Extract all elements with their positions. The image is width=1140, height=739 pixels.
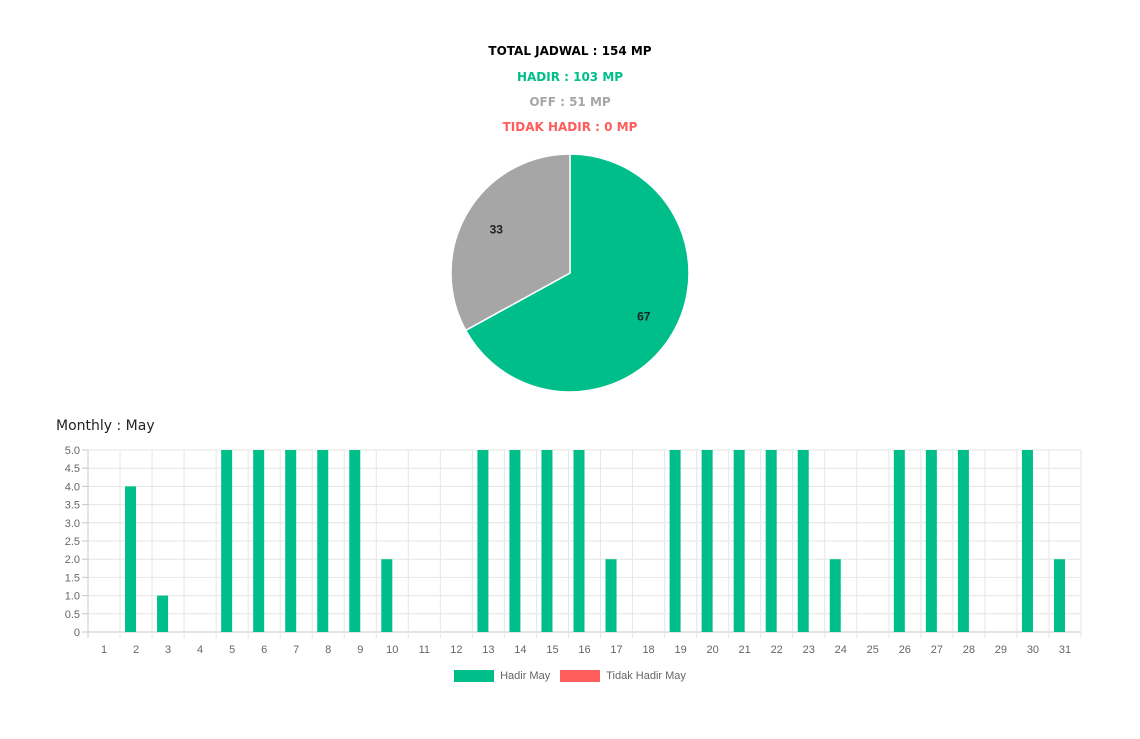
bar-hadir-day-13[interactable]	[477, 450, 489, 632]
x-tick-label: 13	[482, 644, 494, 656]
pie-data-label-0: 67	[637, 310, 651, 324]
y-tick-label: 4.0	[65, 481, 80, 493]
x-tick-label: 23	[803, 644, 815, 656]
x-tick-label: 4	[197, 644, 203, 656]
bar-hadir-day-7[interactable]	[285, 450, 297, 632]
bar-hadir-day-5[interactable]	[221, 450, 233, 632]
legend-swatch-tidak-hadir	[560, 670, 601, 682]
monthly-title: Monthly : May	[56, 418, 155, 434]
attendance-pie-chart: 67 33	[450, 153, 690, 393]
legend-label-hadir: Hadir May	[500, 670, 551, 682]
y-tick-label: 3.5	[65, 500, 80, 512]
y-tick-label: 5.0	[65, 445, 80, 457]
bar-hadir-day-6[interactable]	[253, 450, 265, 632]
y-tick-label: 2.5	[65, 536, 80, 548]
x-tick-label: 12	[450, 644, 462, 656]
x-tick-label: 5	[229, 644, 235, 656]
x-tick-label: 9	[357, 644, 363, 656]
summary-total: TOTAL JADWAL : 154 MP	[488, 44, 652, 58]
x-tick-label: 31	[1059, 644, 1071, 656]
y-tick-label: 4.5	[65, 463, 80, 475]
summary-tidak-hadir: TIDAK HADIR : 0 MP	[502, 120, 638, 134]
bar-hadir-day-14[interactable]	[509, 450, 521, 632]
bar-hadir-day-30[interactable]	[1021, 450, 1033, 632]
x-tick-label: 15	[546, 644, 558, 656]
y-tick-label: 1.5	[65, 572, 80, 584]
x-tick-label: 1	[101, 644, 107, 656]
x-tick-label: 17	[610, 644, 622, 656]
x-tick-label: 16	[578, 644, 590, 656]
x-tick-label: 26	[899, 644, 911, 656]
bar-hadir-day-27[interactable]	[925, 450, 937, 632]
x-tick-label: 19	[674, 644, 686, 656]
x-tick-label: 20	[707, 644, 719, 656]
bar-chart-legend: Hadir May Tidak Hadir May	[0, 670, 1140, 682]
x-tick-label: 30	[1027, 644, 1039, 656]
x-tick-label: 25	[867, 644, 879, 656]
bar-hadir-day-31[interactable]	[1053, 559, 1065, 632]
x-tick-label: 10	[386, 644, 398, 656]
pie-data-label-1: 33	[490, 222, 504, 236]
x-tick-label: 14	[514, 644, 526, 656]
bar-hadir-day-19[interactable]	[669, 450, 681, 632]
bar-hadir-day-24[interactable]	[829, 559, 841, 632]
bar-hadir-day-15[interactable]	[541, 450, 553, 632]
legend-swatch-hadir	[454, 670, 495, 682]
x-tick-label: 24	[835, 644, 847, 656]
x-tick-label: 8	[325, 644, 331, 656]
bar-hadir-day-2[interactable]	[125, 486, 137, 632]
x-tick-label: 3	[165, 644, 171, 656]
legend-label-tidak-hadir: Tidak Hadir May	[606, 670, 686, 682]
x-tick-label: 11	[419, 644, 430, 656]
x-tick-label: 29	[995, 644, 1007, 656]
bar-hadir-day-22[interactable]	[765, 450, 777, 632]
pie-slice-1[interactable]	[450, 153, 571, 332]
y-tick-label: 0	[74, 627, 80, 639]
bar-hadir-day-26[interactable]	[893, 450, 905, 632]
y-tick-label: 2.0	[65, 554, 80, 566]
bar-hadir-day-20[interactable]	[701, 450, 713, 632]
bar-hadir-day-17[interactable]	[605, 559, 617, 632]
monthly-bar-chart: 00.51.01.52.02.53.03.54.04.55.01 2 3 4 5 6 7 8 9…	[65, 445, 1082, 656]
legend-item-tidak-hadir[interactable]: Tidak Hadir May	[560, 670, 686, 682]
x-tick-label: 7	[293, 644, 299, 656]
bar-hadir-day-3[interactable]	[157, 595, 169, 632]
summary-hadir: HADIR : 103 MP	[516, 70, 624, 84]
x-tick-label: 18	[642, 644, 654, 656]
bar-hadir-day-9[interactable]	[349, 450, 361, 632]
x-tick-label: 27	[931, 644, 943, 656]
y-tick-label: 3.0	[65, 518, 80, 530]
bar-hadir-day-8[interactable]	[317, 450, 329, 632]
y-tick-label: 0.5	[65, 609, 80, 621]
x-tick-label: 2	[133, 644, 139, 656]
bar-hadir-day-23[interactable]	[797, 450, 809, 632]
bar-hadir-day-16[interactable]	[573, 450, 585, 632]
legend-item-hadir[interactable]: Hadir May	[454, 670, 550, 682]
y-tick-label: 1.0	[65, 591, 80, 603]
x-tick-label: 21	[739, 644, 751, 656]
bar-hadir-day-28[interactable]	[957, 450, 969, 632]
x-tick-label: 22	[771, 644, 783, 656]
x-tick-label: 28	[963, 644, 975, 656]
summary-off: OFF : 51 MP	[529, 95, 611, 109]
bar-hadir-day-10[interactable]	[381, 559, 393, 632]
bar-hadir-day-21[interactable]	[733, 450, 745, 632]
pie-slice-0[interactable]	[464, 153, 690, 393]
x-tick-label: 6	[261, 644, 267, 656]
